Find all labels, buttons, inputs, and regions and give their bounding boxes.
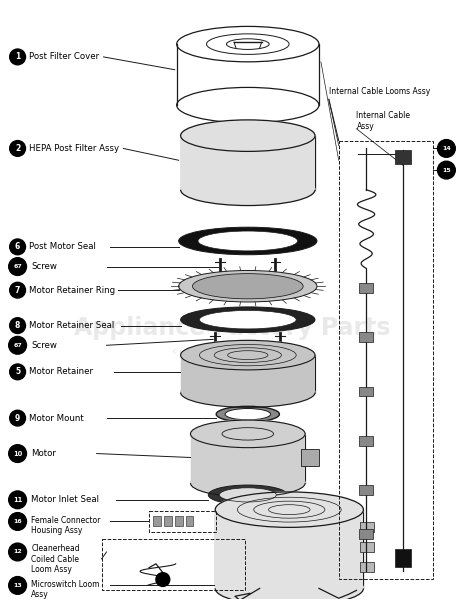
Bar (360, 542, 374, 552)
Text: © http://www.appliancefactoryparts.com: © http://www.appliancefactoryparts.com (171, 350, 292, 355)
Ellipse shape (180, 174, 314, 205)
Bar (394, 549, 410, 567)
Ellipse shape (215, 492, 363, 527)
Ellipse shape (190, 469, 305, 497)
Text: 10: 10 (13, 450, 22, 456)
Ellipse shape (178, 270, 316, 302)
Bar (359, 387, 372, 396)
Circle shape (437, 161, 454, 179)
Ellipse shape (180, 307, 314, 333)
Text: Post Motor Seal: Post Motor Seal (29, 242, 96, 251)
Ellipse shape (180, 120, 314, 152)
Text: 14: 14 (441, 146, 450, 151)
Text: 67: 67 (13, 343, 22, 348)
Text: 13: 13 (13, 583, 22, 588)
Circle shape (9, 336, 26, 354)
Bar (359, 530, 372, 539)
Circle shape (10, 364, 25, 380)
Text: 12: 12 (13, 550, 22, 554)
Ellipse shape (208, 485, 287, 505)
Text: 1: 1 (15, 52, 20, 61)
Ellipse shape (199, 310, 295, 329)
Circle shape (9, 445, 26, 462)
Ellipse shape (180, 341, 314, 370)
Text: 5: 5 (15, 367, 20, 376)
Bar (359, 283, 372, 293)
Bar (360, 522, 374, 532)
Ellipse shape (225, 408, 270, 420)
Text: 16: 16 (13, 519, 22, 524)
Circle shape (9, 513, 26, 530)
Text: Internal Cable Looms Assy: Internal Cable Looms Assy (328, 87, 429, 96)
Text: 8: 8 (15, 321, 20, 330)
Bar (359, 436, 372, 445)
Circle shape (10, 318, 25, 333)
Bar (185, 516, 193, 527)
Ellipse shape (190, 420, 305, 448)
Text: Internal Cable
Assy: Internal Cable Assy (356, 111, 410, 130)
Circle shape (9, 576, 26, 594)
Text: Motor Mount: Motor Mount (29, 414, 84, 422)
Text: Appliance Factory Parts: Appliance Factory Parts (74, 316, 389, 339)
Circle shape (9, 543, 26, 561)
Ellipse shape (215, 571, 363, 606)
Circle shape (10, 282, 25, 298)
Text: Screw: Screw (31, 262, 57, 271)
Text: 7: 7 (15, 285, 20, 295)
Text: 9: 9 (15, 414, 20, 422)
Polygon shape (190, 434, 305, 483)
Text: Motor Retainer: Motor Retainer (29, 367, 93, 376)
Bar (359, 485, 372, 495)
Text: Motor Retainer Ring: Motor Retainer Ring (29, 285, 115, 295)
Text: Microswitch Loom
Assy: Microswitch Loom Assy (31, 579, 100, 599)
Text: Female Connector
Housing Assy: Female Connector Housing Assy (31, 516, 100, 535)
Polygon shape (215, 510, 363, 588)
Circle shape (10, 410, 25, 426)
Bar (300, 448, 318, 467)
Polygon shape (180, 355, 314, 393)
Circle shape (10, 49, 25, 65)
Text: Post Filter Cover: Post Filter Cover (29, 52, 100, 61)
Text: Motor Inlet Seal: Motor Inlet Seal (31, 495, 99, 504)
Text: Cleanerhead
Coiled Cable
Loom Assy: Cleanerhead Coiled Cable Loom Assy (31, 544, 80, 574)
Bar (394, 150, 410, 164)
Circle shape (9, 258, 26, 275)
Ellipse shape (178, 227, 316, 255)
Ellipse shape (219, 488, 275, 502)
Bar (360, 562, 374, 571)
Bar (163, 516, 171, 527)
Text: 11: 11 (13, 497, 22, 503)
Circle shape (9, 491, 26, 508)
Text: HEPA Post Filter Assy: HEPA Post Filter Assy (29, 144, 119, 153)
Text: 2: 2 (15, 144, 20, 153)
Text: 6: 6 (15, 242, 20, 251)
Text: Motor Retainer Seal: Motor Retainer Seal (29, 321, 114, 330)
Text: 67: 67 (13, 264, 22, 269)
Bar (153, 516, 161, 527)
Polygon shape (180, 136, 314, 190)
Circle shape (10, 239, 25, 255)
Text: Screw: Screw (31, 341, 57, 350)
Circle shape (10, 141, 25, 156)
Text: Motor: Motor (31, 449, 56, 458)
Circle shape (437, 139, 454, 158)
Ellipse shape (198, 231, 297, 251)
Ellipse shape (180, 378, 314, 407)
Bar (174, 516, 182, 527)
Ellipse shape (192, 274, 302, 299)
Ellipse shape (216, 406, 279, 422)
Circle shape (156, 573, 169, 587)
Bar (359, 333, 372, 342)
Text: 15: 15 (441, 168, 450, 173)
